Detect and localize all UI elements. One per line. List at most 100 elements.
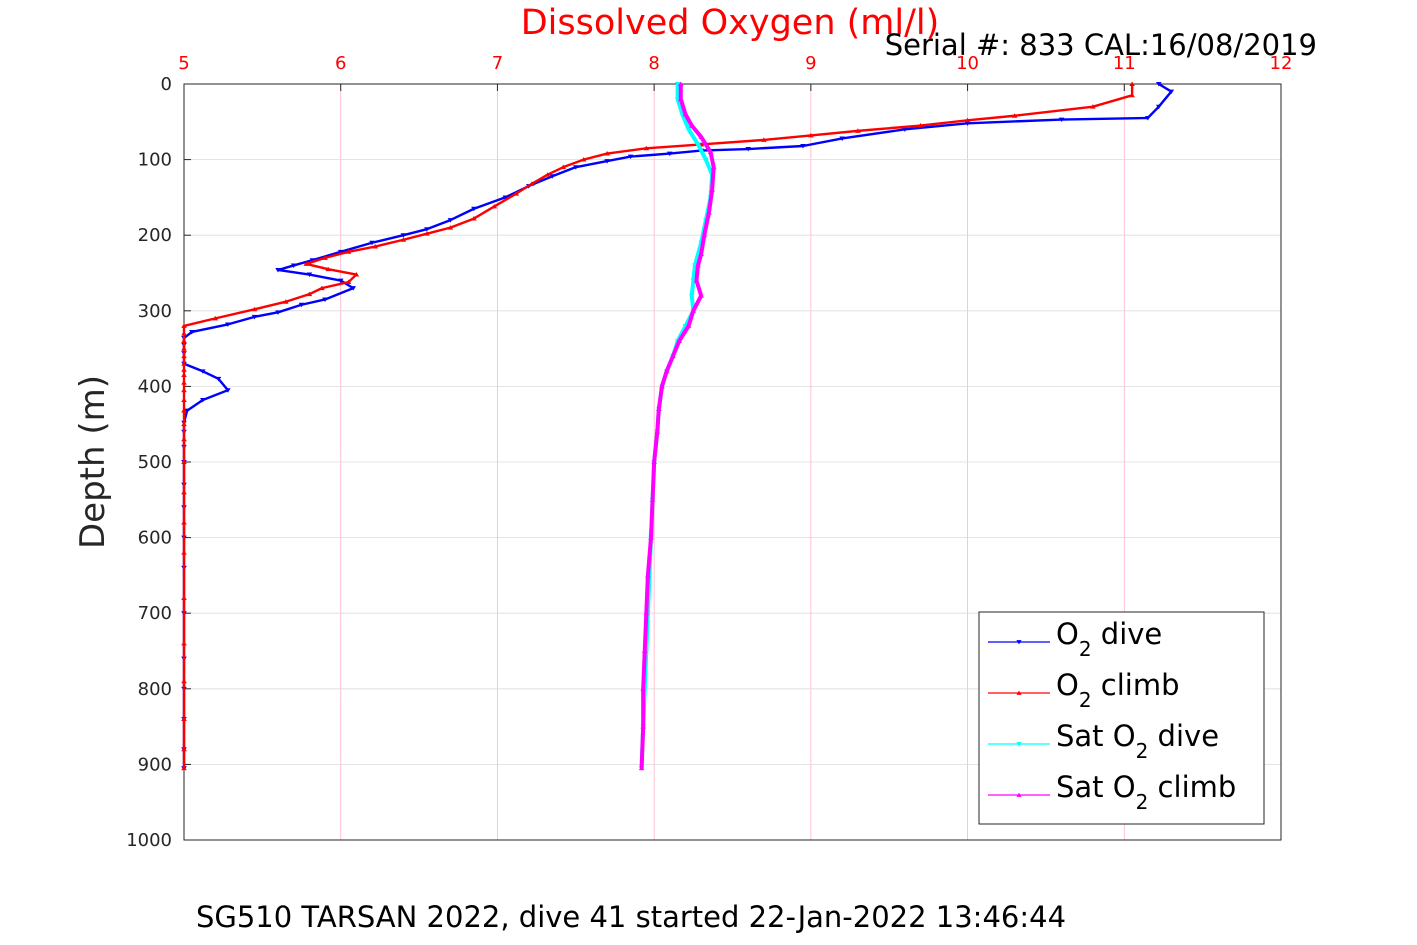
legend-entry: Sat O2 climb bbox=[988, 770, 1236, 814]
data-point bbox=[322, 297, 328, 302]
series-o2-climb bbox=[181, 81, 1135, 771]
y-tick-label: 600 bbox=[138, 528, 172, 549]
y-tick-label: 400 bbox=[138, 376, 172, 397]
data-point bbox=[667, 151, 673, 157]
grid bbox=[183, 83, 1282, 841]
data-point bbox=[651, 459, 657, 464]
data-point bbox=[212, 315, 219, 321]
data-point bbox=[181, 338, 187, 343]
data-point bbox=[181, 397, 187, 402]
data-point bbox=[447, 218, 454, 223]
data-point bbox=[189, 330, 195, 335]
data-point bbox=[471, 216, 477, 221]
series-line bbox=[639, 84, 716, 769]
x-tick-label: 7 bbox=[492, 53, 503, 74]
chart-caption: SG510 TARSAN 2022, dive 41 started 22-Ja… bbox=[196, 900, 1066, 934]
data-point bbox=[200, 369, 206, 374]
data-point bbox=[698, 251, 704, 257]
x-tick-label: 12 bbox=[1270, 53, 1293, 74]
data-point bbox=[298, 302, 305, 308]
data-point bbox=[688, 293, 695, 299]
series-line bbox=[182, 84, 1134, 769]
data-point bbox=[685, 127, 692, 132]
data-point bbox=[290, 263, 297, 268]
data-point bbox=[283, 299, 289, 304]
data-point bbox=[275, 268, 281, 273]
x-tick-label: 6 bbox=[335, 53, 346, 74]
x-axis-ticks: 5 6 7 8 9 10 11 12 bbox=[178, 53, 1292, 91]
legend-label-main: Sat O bbox=[1056, 770, 1136, 804]
legend-label-rest: dive bbox=[1092, 617, 1163, 651]
data-point bbox=[649, 497, 656, 502]
data-point bbox=[706, 210, 712, 215]
data-point bbox=[1058, 117, 1065, 123]
data-point bbox=[369, 240, 375, 246]
x-tick-label: 9 bbox=[805, 53, 816, 74]
x-tick-label: 10 bbox=[956, 53, 979, 74]
data-point bbox=[640, 686, 646, 691]
data-point bbox=[663, 368, 670, 374]
legend-label-subscript: 2 bbox=[1079, 637, 1092, 661]
data-point bbox=[200, 398, 206, 403]
data-point bbox=[643, 610, 650, 616]
data-point bbox=[745, 147, 751, 152]
data-point bbox=[513, 191, 520, 196]
x-tick-label: 8 bbox=[648, 53, 659, 74]
legend-box bbox=[978, 611, 1265, 825]
data-point bbox=[181, 361, 187, 366]
data-point bbox=[693, 278, 700, 283]
legend-label-subscript: 2 bbox=[1136, 739, 1149, 763]
legend-label-main: O bbox=[1056, 668, 1079, 702]
data-point bbox=[709, 187, 715, 192]
data-point bbox=[309, 258, 316, 263]
data-point bbox=[964, 121, 971, 126]
data-point bbox=[181, 550, 187, 555]
data-point bbox=[572, 165, 579, 170]
data-point bbox=[695, 142, 701, 147]
y-tick-label: 700 bbox=[138, 603, 172, 624]
data-point bbox=[544, 172, 551, 177]
data-point bbox=[674, 82, 681, 87]
data-point bbox=[643, 145, 650, 151]
chart-title: Dissolved Oxygen (ml/l) bbox=[521, 3, 940, 43]
data-point bbox=[181, 595, 187, 601]
data-point bbox=[701, 232, 708, 238]
data-point bbox=[181, 346, 187, 351]
data-point bbox=[181, 436, 187, 442]
y-tick-label: 800 bbox=[138, 679, 172, 700]
data-point bbox=[372, 244, 378, 249]
data-point bbox=[322, 255, 328, 260]
data-point bbox=[181, 330, 187, 336]
data-point bbox=[1144, 116, 1151, 121]
x-tick-label: 5 bbox=[178, 53, 189, 74]
data-point bbox=[491, 203, 498, 209]
data-point bbox=[656, 406, 662, 412]
data-point bbox=[345, 279, 352, 285]
data-point bbox=[275, 310, 281, 315]
y-axis-label: Depth (m) bbox=[73, 375, 113, 549]
data-point bbox=[424, 231, 430, 236]
data-point bbox=[964, 117, 971, 123]
data-point bbox=[1168, 89, 1175, 95]
data-point bbox=[604, 159, 610, 164]
legend-label: Sat O2 climb bbox=[1056, 770, 1236, 814]
data-point bbox=[181, 678, 187, 684]
data-point bbox=[306, 291, 313, 297]
legend-marker bbox=[1016, 640, 1022, 645]
legend-label-main: O bbox=[1056, 617, 1079, 651]
data-point bbox=[447, 225, 454, 230]
data-point bbox=[648, 535, 654, 540]
legend-label-rest: climb bbox=[1148, 770, 1236, 804]
data-point bbox=[1011, 113, 1018, 118]
data-point bbox=[670, 353, 676, 359]
legend-label: O2 climb bbox=[1056, 668, 1180, 712]
data-point bbox=[303, 261, 310, 266]
data-point bbox=[604, 151, 610, 156]
x-tick-label: 11 bbox=[1113, 53, 1136, 74]
data-point bbox=[350, 286, 357, 291]
data-point bbox=[682, 111, 689, 117]
data-point bbox=[181, 489, 187, 495]
data-point bbox=[400, 233, 407, 238]
